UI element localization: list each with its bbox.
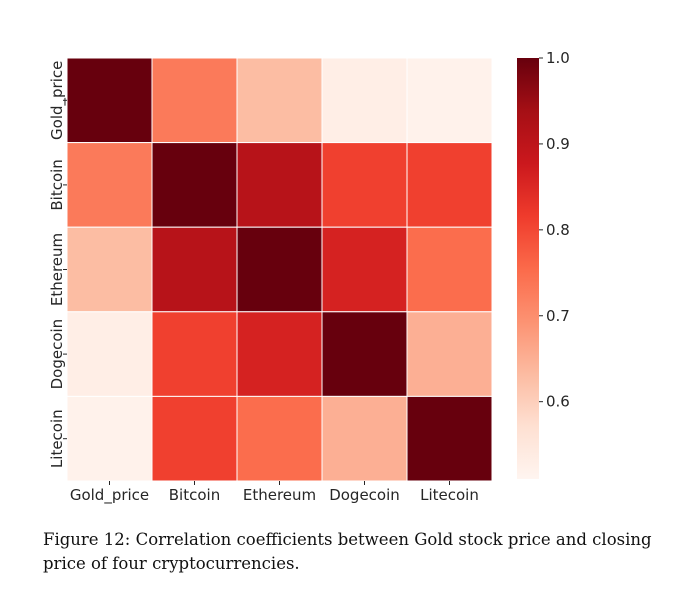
heatmap-cell-bitcoin-ethereum: [236, 142, 323, 228]
heatmap-chart: Gold_price Bitcoin Ethereum Dogecoin Litecoi…: [48, 49, 570, 505]
heatmap-cell-ethereum-bitcoin: [151, 226, 238, 313]
heatmap-cell-dogecoin-litecoin: [406, 311, 493, 397]
colorbar-tick-label: 0.8: [546, 221, 570, 239]
y-tick-labels: Gold_price Bitcoin Ethereum Dogecoin Litecoi…: [48, 61, 67, 468]
heatmap-cell-ethereum-litecoin: [406, 226, 493, 313]
heatmap-cell-dogecoin-dogecoin: [321, 311, 408, 397]
heatmap-cell-gold_price-gold_price: [66, 57, 153, 144]
colorbar: 0.6 0.7 0.8 0.9 1.0: [517, 49, 570, 479]
heatmap-cell-ethereum-dogecoin: [321, 226, 408, 313]
x-tick-label: Litecoin: [420, 486, 479, 504]
x-tick-labels: Gold_price Bitcoin Ethereum Dogecoin Litecoi…: [70, 481, 479, 505]
heatmap-cell-bitcoin-litecoin: [406, 142, 493, 228]
colorbar-tick-label: 0.9: [546, 135, 570, 153]
heatmap-cell-litecoin-bitcoin: [151, 395, 238, 482]
heatmap-cell-gold_price-litecoin: [406, 57, 493, 144]
y-tick-label: Bitcoin: [48, 159, 66, 210]
heatmap-cell-bitcoin-dogecoin: [321, 142, 408, 228]
colorbar-tick-label: 0.7: [546, 307, 570, 325]
heatmap-cell-gold_price-ethereum: [236, 57, 323, 144]
colorbar-tick-label: 1.0: [546, 49, 570, 67]
heatmap-cell-gold_price-bitcoin: [151, 57, 238, 144]
heatmap-cell-dogecoin-gold_price: [66, 311, 153, 397]
x-tick-label: Bitcoin: [169, 486, 220, 504]
heatmap-cell-litecoin-ethereum: [236, 395, 323, 482]
heatmap-cell-ethereum-gold_price: [66, 226, 153, 313]
colorbar-tick-label: 0.6: [546, 393, 570, 411]
x-tick-label: Gold_price: [70, 486, 149, 505]
heatmap-cell-bitcoin-bitcoin: [151, 142, 238, 228]
x-tick-label: Dogecoin: [329, 486, 400, 504]
figure-caption: Figure 12: Correlation coefficients betw…: [43, 530, 652, 573]
colorbar-gradient: [517, 58, 539, 479]
y-tick-label: Litecoin: [48, 409, 66, 468]
y-tick-label: Gold_price: [48, 61, 67, 140]
heatmap-cell-gold_price-dogecoin: [321, 57, 408, 144]
y-tick-label: Ethereum: [48, 233, 66, 306]
heatmap-cell-bitcoin-gold_price: [66, 142, 153, 228]
heatmap-cell-dogecoin-ethereum: [236, 311, 323, 397]
heatmap-cell-ethereum-ethereum: [236, 226, 323, 313]
colorbar-ticks: 0.6 0.7 0.8 0.9 1.0: [539, 49, 570, 411]
heatmap-cell-dogecoin-bitcoin: [151, 311, 238, 397]
y-tick-label: Dogecoin: [48, 319, 66, 390]
heatmap-cells: [66, 57, 493, 482]
heatmap-cell-litecoin-gold_price: [66, 395, 153, 482]
heatmap-cell-litecoin-dogecoin: [321, 395, 408, 482]
heatmap-cell-litecoin-litecoin: [406, 395, 493, 482]
x-tick-label: Ethereum: [243, 486, 316, 504]
